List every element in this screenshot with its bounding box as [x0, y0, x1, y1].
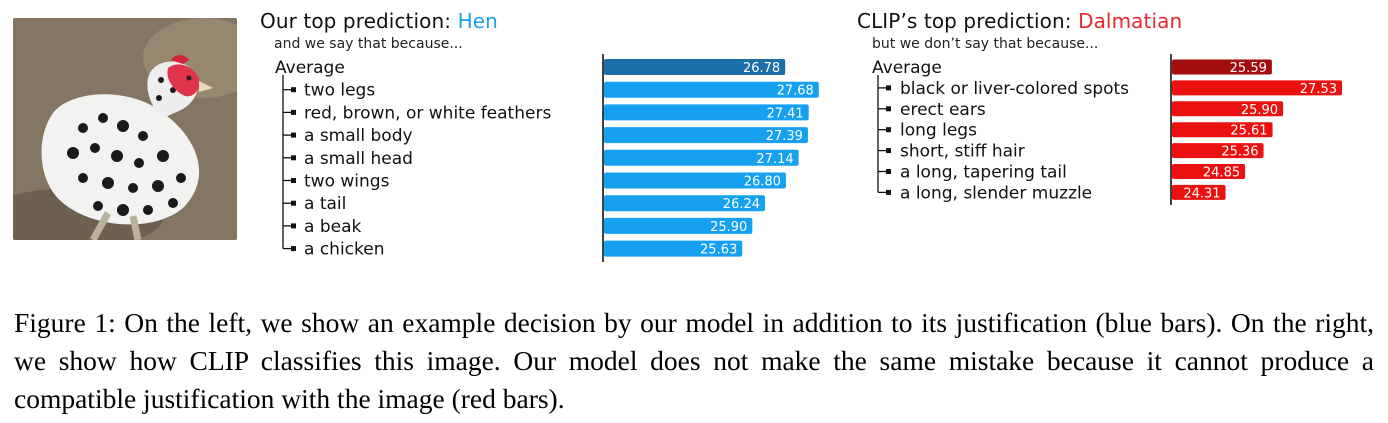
hen-photo — [13, 18, 237, 240]
tree-node-marker — [291, 223, 296, 229]
bar-value-label: 24.85 — [1203, 166, 1240, 181]
bar-value-label: 27.39 — [766, 129, 803, 144]
attribute-label: a small body — [304, 126, 413, 146]
attribute-label: a long, slender muzzle — [900, 183, 1092, 203]
tree-node-marker — [291, 200, 296, 206]
tree-node-marker — [291, 109, 296, 115]
tree-node-marker — [291, 87, 296, 93]
tree-node-marker — [886, 189, 891, 195]
left-title-class: Hen — [457, 9, 498, 33]
score-bar — [1172, 143, 1264, 159]
left-title-prefix: Our top prediction: — [260, 9, 458, 33]
right-title-prefix: CLIP’s top prediction: — [857, 9, 1079, 33]
bar-value-label: 24.31 — [1183, 186, 1220, 201]
bar-value-label: 25.63 — [700, 243, 737, 258]
bar-value-label: 25.36 — [1221, 145, 1258, 160]
right-title-class: Dalmatian — [1078, 9, 1183, 33]
bar-value-label: 25.61 — [1230, 124, 1267, 139]
attribute-label: two wings — [304, 172, 390, 192]
tree-node-marker — [886, 148, 891, 154]
score-bar — [604, 127, 808, 144]
score-bar — [604, 81, 819, 98]
score-bar — [604, 104, 809, 121]
bar-value-label: 27.53 — [1300, 82, 1337, 97]
tree-node-marker — [291, 178, 296, 183]
right-panel-subtitle: but we don’t say that because... — [872, 36, 1099, 52]
tree-node-marker — [886, 127, 891, 133]
tree-node-marker — [886, 106, 891, 112]
tree-node-marker — [886, 169, 891, 174]
right-panel-title: CLIP’s top prediction: Dalmatian — [857, 9, 1182, 33]
attribute-label: black or liver-colored spots — [900, 79, 1129, 99]
attribute-label: short, stiff hair — [900, 142, 1025, 162]
bar-value-label: 25.90 — [1241, 103, 1278, 118]
attribute-label: a tail — [304, 194, 346, 214]
score-bar — [1172, 122, 1273, 138]
attribute-label: erect ears — [900, 100, 986, 120]
score-bar — [1172, 164, 1246, 179]
score-bar — [604, 172, 786, 189]
tree-node-marker — [291, 132, 296, 138]
bar-value-label: 26.78 — [743, 61, 780, 76]
score-bar — [604, 240, 743, 257]
score-bar — [604, 217, 753, 234]
left-panel-subtitle: and we say that because... — [274, 36, 463, 52]
attribute-label: long legs — [900, 121, 977, 141]
score-bar — [604, 195, 766, 212]
left-panel-title: Our top prediction: Hen — [260, 9, 498, 33]
bar-value-label: 26.24 — [723, 197, 760, 212]
bar-value-label: 26.80 — [744, 175, 781, 190]
bar-value-label: 25.90 — [710, 220, 747, 235]
hen-illustration — [13, 18, 237, 240]
score-bar — [1172, 80, 1343, 96]
bar-value-label: 27.41 — [766, 106, 803, 121]
score-bar — [1172, 101, 1284, 117]
tree-node-marker — [291, 246, 296, 252]
tree-node-marker — [886, 85, 891, 91]
average-label: Average — [275, 58, 345, 78]
tree-node-marker — [291, 155, 296, 161]
attribute-label: a beak — [304, 217, 361, 237]
bar-value-label: 25.59 — [1230, 61, 1267, 76]
average-label: Average — [872, 58, 942, 78]
figure-caption: Figure 1: On the left, we show an exampl… — [14, 307, 1374, 414]
attribute-label: a long, tapering tail — [900, 163, 1067, 183]
attribute-label: a chicken — [304, 240, 384, 260]
score-bar — [1172, 184, 1226, 200]
attribute-label: red, brown, or white feathers — [304, 103, 551, 123]
average-bar — [1172, 59, 1272, 75]
average-bar — [604, 59, 786, 75]
attribute-label: two legs — [304, 81, 375, 101]
attribute-label: a small head — [304, 149, 413, 169]
bar-value-label: 27.68 — [777, 84, 814, 99]
score-bar — [604, 149, 799, 166]
bar-value-label: 27.14 — [756, 152, 793, 167]
